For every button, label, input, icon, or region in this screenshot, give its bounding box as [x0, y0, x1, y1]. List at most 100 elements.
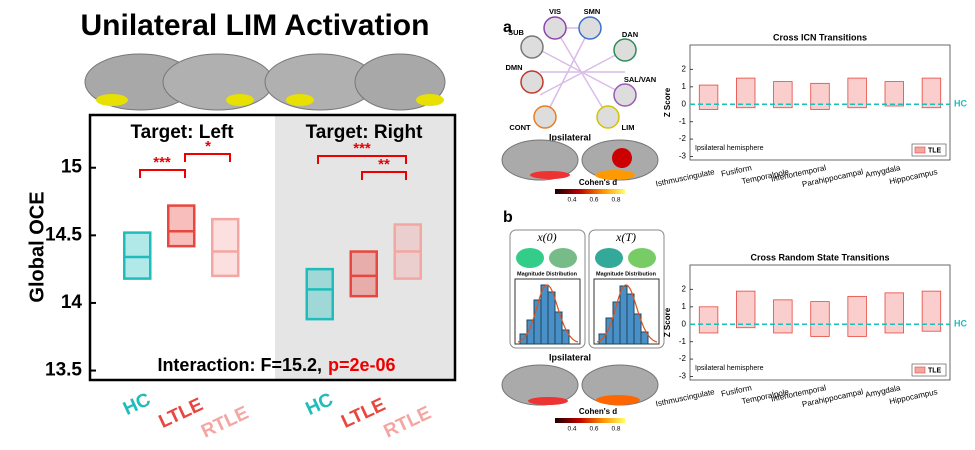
colorbar-tick: 0.4	[567, 197, 576, 204]
y-axis-label: Z Score	[663, 307, 672, 337]
box	[884, 292, 904, 334]
box	[698, 84, 719, 110]
x-tick-label: Isthmuscingulate	[655, 167, 716, 188]
plot-frame	[88, 113, 457, 382]
colorbar-title: Cohen's d	[579, 178, 617, 187]
network-label: VIS	[549, 7, 561, 16]
group-label: Target: Right	[306, 122, 423, 143]
network-label: DMN	[505, 63, 522, 72]
legend-swatch	[914, 146, 926, 154]
box	[773, 81, 793, 109]
sig-brackets	[139, 153, 407, 180]
colorbar-title: Cohen's d	[579, 407, 617, 416]
chart-title: Cross ICN Transitions	[773, 32, 867, 42]
colorbar	[555, 189, 625, 194]
brain-label: Ipsilateral	[549, 352, 591, 362]
y-tick-label: 14.5	[45, 224, 82, 245]
interaction-text: Interaction: F=15.2,	[157, 355, 322, 375]
box	[167, 204, 196, 248]
chart-title: Cross Random State Transitions	[750, 252, 889, 262]
group-label: Target: Left	[130, 122, 234, 143]
plot-frame	[689, 264, 951, 381]
box	[884, 81, 904, 107]
panel-letter: a	[503, 19, 512, 36]
sig-label: ***	[353, 140, 371, 157]
brains-a	[501, 139, 659, 181]
y-tick-label: 15	[61, 157, 83, 178]
box	[810, 82, 830, 110]
reference-label: HC	[954, 99, 967, 109]
colorbar-tick: 0.8	[611, 197, 620, 204]
main-title: Unilateral LIM Activation	[81, 9, 430, 42]
box	[349, 250, 378, 298]
note: Ipsilateral hemisphere	[695, 145, 764, 152]
x-tick-label: RTLE	[381, 403, 435, 443]
y-tick-label: 13.5	[45, 360, 82, 381]
box	[698, 306, 719, 334]
network-label: CONT	[509, 123, 531, 132]
y-tick-label: -1	[679, 117, 687, 126]
sig-label: **	[378, 156, 390, 173]
box	[921, 290, 942, 332]
colorbar-tick: 0.6	[589, 426, 598, 433]
network-labels: VIS SMN DAN SAL/VAN LIM CONT DMN SUB	[505, 7, 656, 132]
box	[773, 299, 793, 334]
y-tick-label: -2	[679, 354, 687, 363]
y-tick-label: -3	[679, 372, 687, 381]
state-label: x(0)	[536, 230, 556, 244]
network-label: LIM	[622, 123, 635, 132]
network-label: DAN	[622, 30, 638, 39]
colorbar-tick: 0.4	[567, 426, 576, 433]
brains-top	[84, 53, 446, 111]
y-tick-label: -2	[679, 134, 687, 143]
y-tick-label: 0	[682, 319, 687, 328]
panel-letter: b	[503, 209, 513, 226]
box	[211, 217, 240, 278]
box	[921, 77, 942, 109]
x-tick-label: Isthmuscingulate	[655, 387, 716, 408]
y-tick-label: -3	[679, 152, 687, 161]
network-wheel	[520, 16, 637, 129]
box	[305, 267, 334, 321]
y-tick-label: 2	[682, 285, 687, 294]
y-tick-label: 14	[61, 292, 83, 313]
hist-title: Magnitude Distribution	[517, 271, 578, 277]
legend-label: TLE	[928, 147, 942, 154]
y-axis-label: Global OCE	[26, 191, 48, 302]
right-group-bg	[275, 115, 455, 380]
y-tick-label: 0	[682, 99, 687, 108]
y-axis-label: Z Score	[663, 87, 672, 117]
network-label: SMN	[584, 7, 601, 16]
legend-label: TLE	[928, 367, 942, 374]
y-tick-label: 2	[682, 65, 687, 74]
box	[736, 290, 756, 329]
p-value: p=2e-06	[328, 355, 396, 375]
x-tick-label: HC	[303, 389, 337, 420]
brain-label: Ipsilateral	[549, 132, 591, 142]
sig-label: *	[205, 138, 211, 155]
colorbar	[555, 418, 625, 423]
x-tick-label: HC	[120, 389, 154, 420]
hist-title: Magnitude Distribution	[596, 271, 657, 277]
y-tick-label: 1	[682, 82, 687, 91]
colorbar-tick: 0.6	[589, 197, 598, 204]
box	[123, 231, 152, 280]
y-tick-label: -1	[679, 337, 687, 346]
sig-label: ***	[153, 154, 171, 171]
note: Ipsilateral hemisphere	[695, 365, 764, 372]
brains-b	[501, 364, 659, 406]
network-label: SAL/VAN	[624, 75, 656, 84]
legend-swatch	[914, 366, 926, 374]
network-label: SUB	[508, 28, 524, 37]
box	[736, 77, 756, 109]
state-label: x(T)	[615, 230, 636, 244]
plot-frame	[689, 44, 951, 161]
box	[847, 77, 867, 109]
x-tick-label: RTLE	[198, 403, 252, 443]
box	[847, 295, 867, 337]
distribution-panels	[509, 229, 665, 349]
y-tick-label: 1	[682, 302, 687, 311]
box	[810, 301, 830, 337]
colorbar-tick: 0.8	[611, 426, 620, 433]
